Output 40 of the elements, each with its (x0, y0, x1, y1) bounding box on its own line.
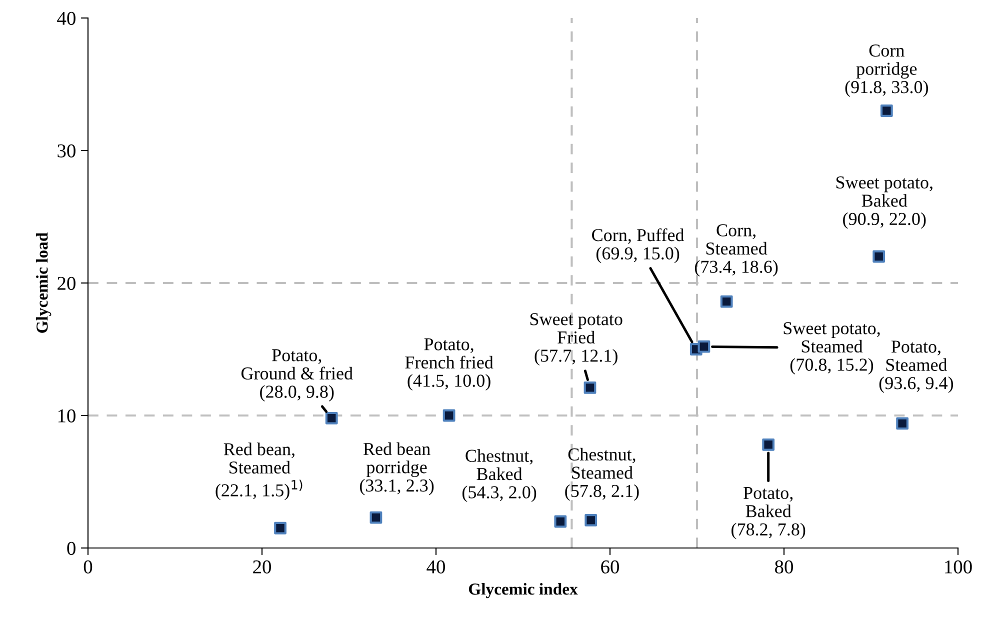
annotation: Chestnut, Baked (54.3, 2.0) (462, 449, 536, 502)
y-tick-label: 30 (58, 144, 76, 158)
point (274, 522, 286, 534)
y-tick-label: 20 (58, 276, 76, 290)
x-axis-title: Glycemic index (468, 582, 578, 598)
point (442, 409, 456, 422)
point (554, 515, 567, 528)
x-tick-label: 100 (945, 560, 972, 574)
point (720, 295, 733, 308)
annotation: Red bean porridge (33.1, 2.3) (360, 442, 434, 496)
annotation: Potato, Ground & fried (28.0, 9.8) (241, 349, 353, 402)
y-axis-title: Glycemic load (36, 232, 52, 333)
annotation: Red bean, Steamed (22.1, 1.5)$^{1)}$ (216, 442, 302, 500)
point (762, 438, 775, 451)
x-tick-label: 60 (601, 560, 619, 574)
point (370, 511, 382, 524)
point (896, 417, 909, 430)
point (584, 381, 596, 394)
y-tick-label: 40 (57, 12, 76, 25)
annotation: Corn, Steamed (73.4, 18.6) (694, 224, 778, 277)
annotation: Sweet potato, Baked (90.9, 22.0) (836, 176, 932, 229)
annotation: Sweet potato, Steamed (70.8, 15.2) (784, 322, 880, 374)
point (584, 514, 598, 526)
x-tick-label: 40 (426, 560, 445, 574)
annotation: Sweet potato Fried (57.7, 12.1) (530, 313, 622, 366)
point (880, 104, 893, 117)
y-tick-label: 0 (67, 542, 76, 555)
x-tick-label: 20 (253, 560, 271, 574)
point (872, 250, 886, 263)
annotation: Corn porridge (91.8, 33.0) (845, 44, 928, 97)
annotation: Potato, Baked (78.2, 7.8) (732, 487, 806, 540)
x-tick-label: 80 (775, 560, 793, 574)
annotation: Potato, French fried (41.5, 10.0) (405, 338, 494, 390)
annotation: Potato, Steamed (93.6, 9.4) (879, 340, 954, 393)
y-tick-label: 10 (58, 409, 76, 422)
annotation: Chestnut, Steamed (57.8, 2.1) (565, 448, 639, 501)
point (698, 340, 710, 353)
x-tick-label: 0 (84, 560, 92, 574)
annotation: Corn, Puffed (69.9, 15.0) (592, 228, 684, 264)
point (325, 412, 338, 424)
